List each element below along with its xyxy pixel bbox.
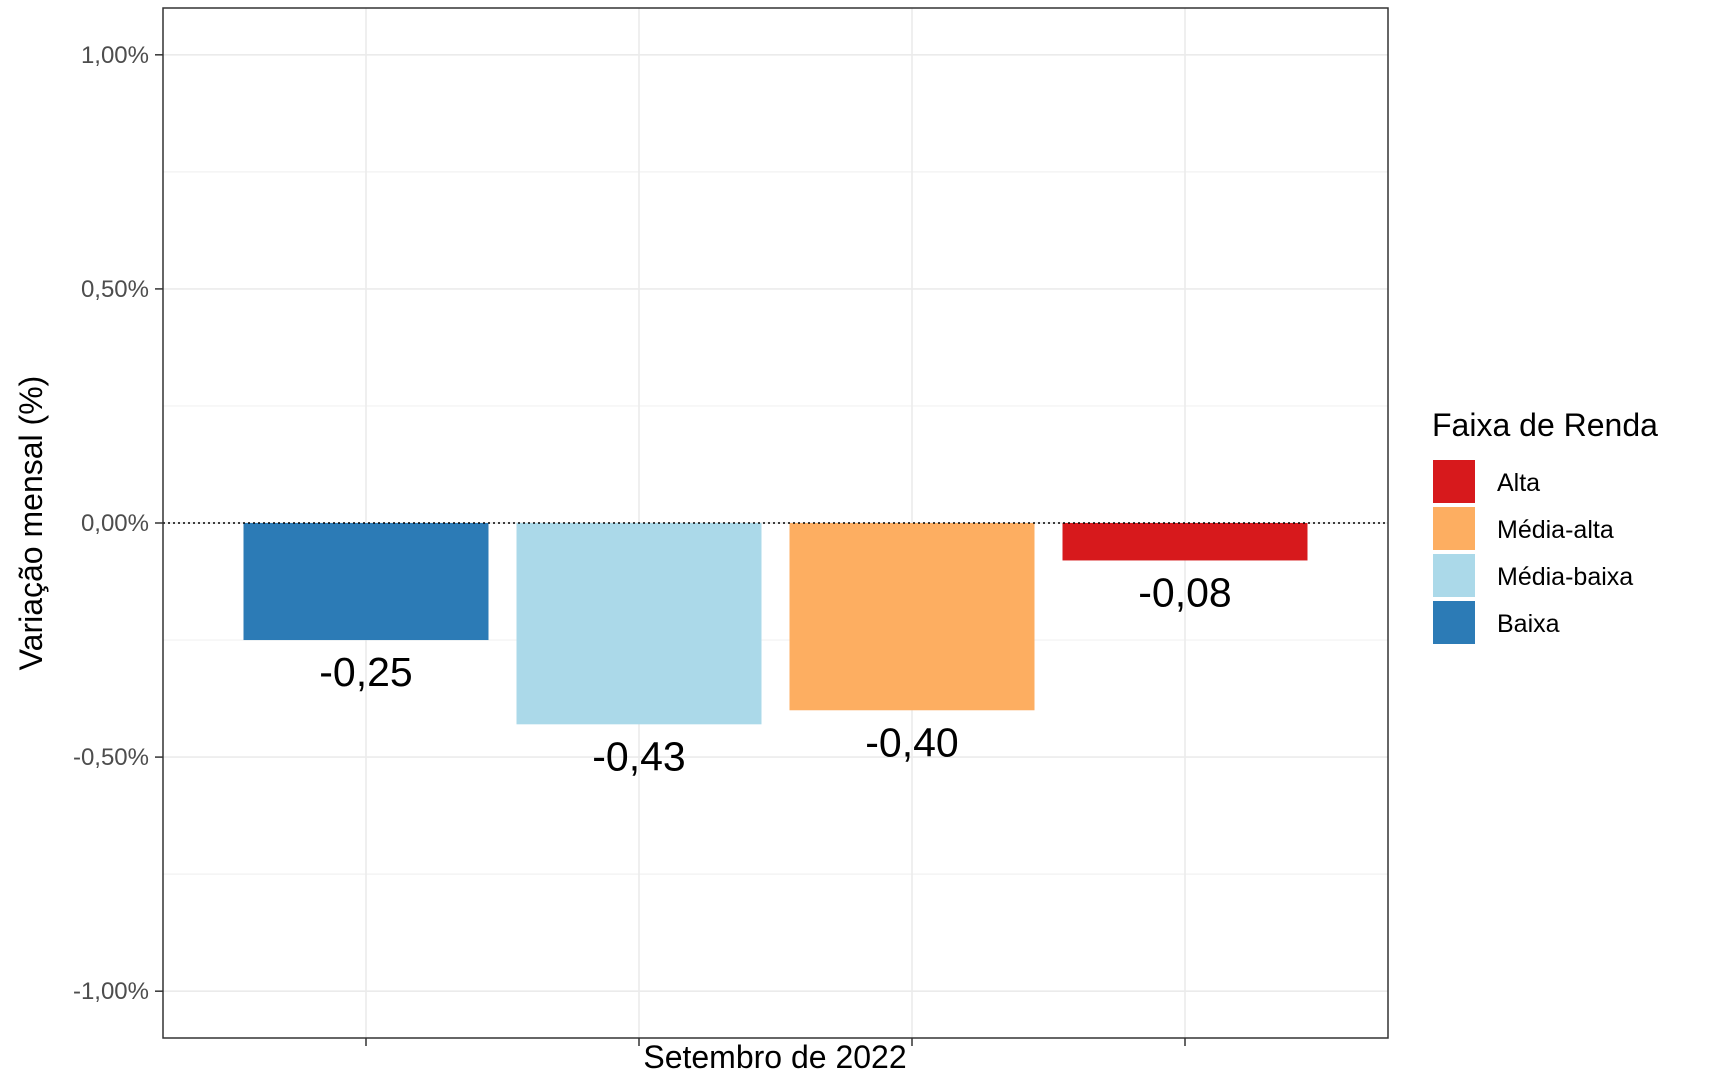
bar-m-dia-baixa bbox=[516, 523, 762, 725]
data-label: -0,08 bbox=[1138, 569, 1231, 615]
y-axis-title: Variação mensal (%) bbox=[13, 376, 49, 671]
y-axis: 1,00% 0,50% 0,00% -0,50% -1,00% bbox=[73, 42, 163, 1005]
y-tick-label: 0,50% bbox=[81, 276, 149, 303]
bar-baixa bbox=[243, 523, 489, 641]
data-label: -0,40 bbox=[865, 719, 958, 765]
bar-m-dia-alta bbox=[789, 523, 1035, 711]
legend: Faixa de Renda Alta Média-alta Média-baixa… bbox=[1432, 407, 1658, 644]
data-label: -0,25 bbox=[319, 649, 412, 695]
data-labels: -0,25 -0,43 -0,40 -0,08 bbox=[319, 569, 1231, 779]
legend-label: Baixa bbox=[1497, 610, 1560, 638]
y-tick-label: -0,50% bbox=[73, 744, 149, 771]
legend-key bbox=[1433, 460, 1475, 503]
bar-alta bbox=[1062, 523, 1308, 561]
bars bbox=[243, 523, 1308, 725]
y-tick-label: -1,00% bbox=[73, 978, 149, 1005]
legend-title: Faixa de Renda bbox=[1432, 407, 1658, 443]
legend-label: Média-alta bbox=[1497, 516, 1614, 544]
x-axis-title: Setembro de 2022 bbox=[643, 1039, 906, 1075]
legend-key bbox=[1433, 554, 1475, 597]
legend-label: Média-baixa bbox=[1497, 563, 1633, 591]
legend-label: Alta bbox=[1497, 469, 1540, 497]
data-label: -0,43 bbox=[592, 733, 685, 779]
y-tick-label: 1,00% bbox=[81, 42, 149, 69]
x-axis bbox=[365, 1038, 1186, 1046]
legend-key bbox=[1433, 507, 1475, 550]
y-tick-label: 0,00% bbox=[81, 510, 149, 537]
legend-items: Alta Média-alta Média-baixa Baixa bbox=[1433, 460, 1633, 644]
legend-key bbox=[1433, 601, 1475, 644]
